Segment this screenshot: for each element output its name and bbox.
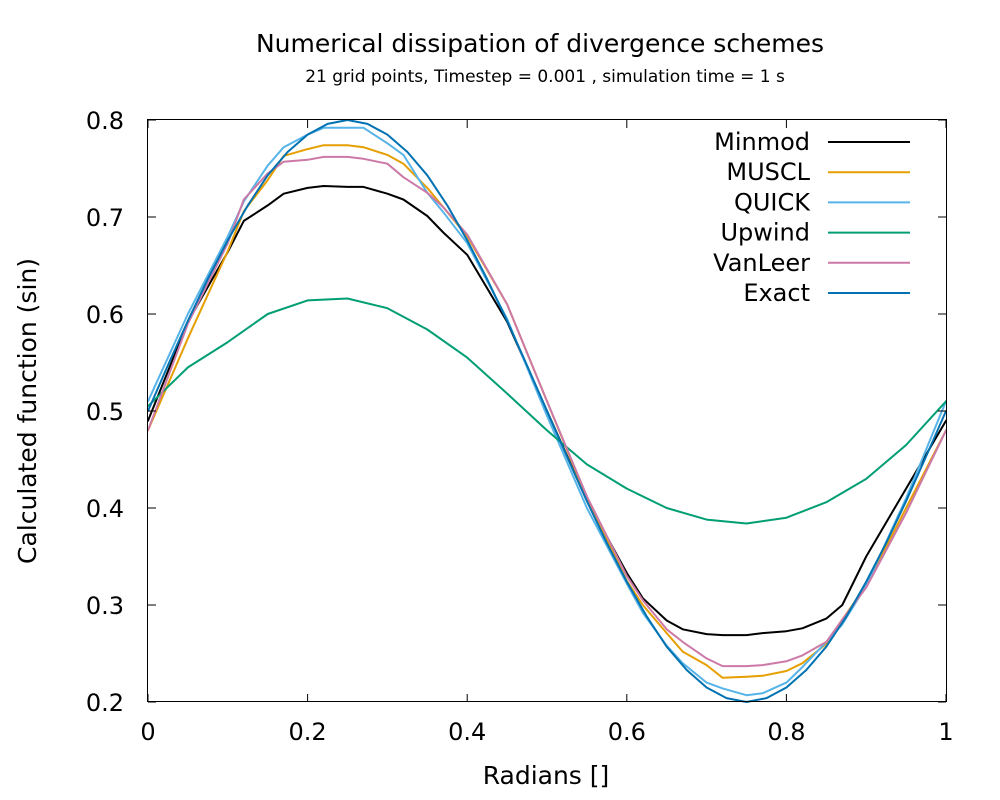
- x-tick-label: 1: [938, 718, 953, 746]
- y-tick-label: 0.6: [86, 301, 124, 329]
- tick-layer: 0 0.2 0.4 0.6 0.8 1 0.2 0.3 0.4 0.5 0.6 0.7 0.8: [86, 107, 954, 746]
- x-tick-label: 0.8: [767, 718, 805, 746]
- y-tick-label: 0.3: [86, 592, 124, 620]
- x-tick-label: 0.4: [448, 718, 486, 746]
- plot-frame: [147, 119, 947, 702]
- y-tick-label: 0.8: [86, 107, 124, 135]
- legend-label-vanleer: VanLeer: [713, 249, 810, 277]
- series-line-vanleer: [147, 155, 947, 668]
- legend-label-minmod: Minmod: [714, 128, 810, 156]
- series-line-upwind: [147, 297, 947, 525]
- x-tick-label: 0.6: [608, 718, 646, 746]
- series-line-quick: [147, 126, 947, 697]
- y-tick-label: 0.7: [86, 204, 124, 232]
- y-tick-label: 0.4: [86, 495, 124, 523]
- y-axis-label: Calculated function (sin): [13, 258, 42, 564]
- y-tick-label: 0.2: [86, 689, 124, 717]
- y-tick-label: 0.5: [86, 398, 124, 426]
- legend-label-exact: Exact: [743, 279, 810, 307]
- legend-label-quick: QUICK: [734, 188, 811, 216]
- legend-label-muscl: MUSCL: [726, 158, 810, 186]
- legend-label-upwind: Upwind: [720, 219, 810, 247]
- chart-title: Numerical dissipation of divergence sche…: [256, 29, 824, 58]
- chart-subtitle: 21 grid points, Timestep = 0.001 , simul…: [305, 67, 785, 87]
- series-line-exact: [147, 119, 947, 703]
- x-axis-label: Radians []: [483, 761, 610, 790]
- x-tick-label: 0: [140, 718, 155, 746]
- x-tick-label: 0.2: [289, 718, 327, 746]
- series-layer: [147, 119, 947, 703]
